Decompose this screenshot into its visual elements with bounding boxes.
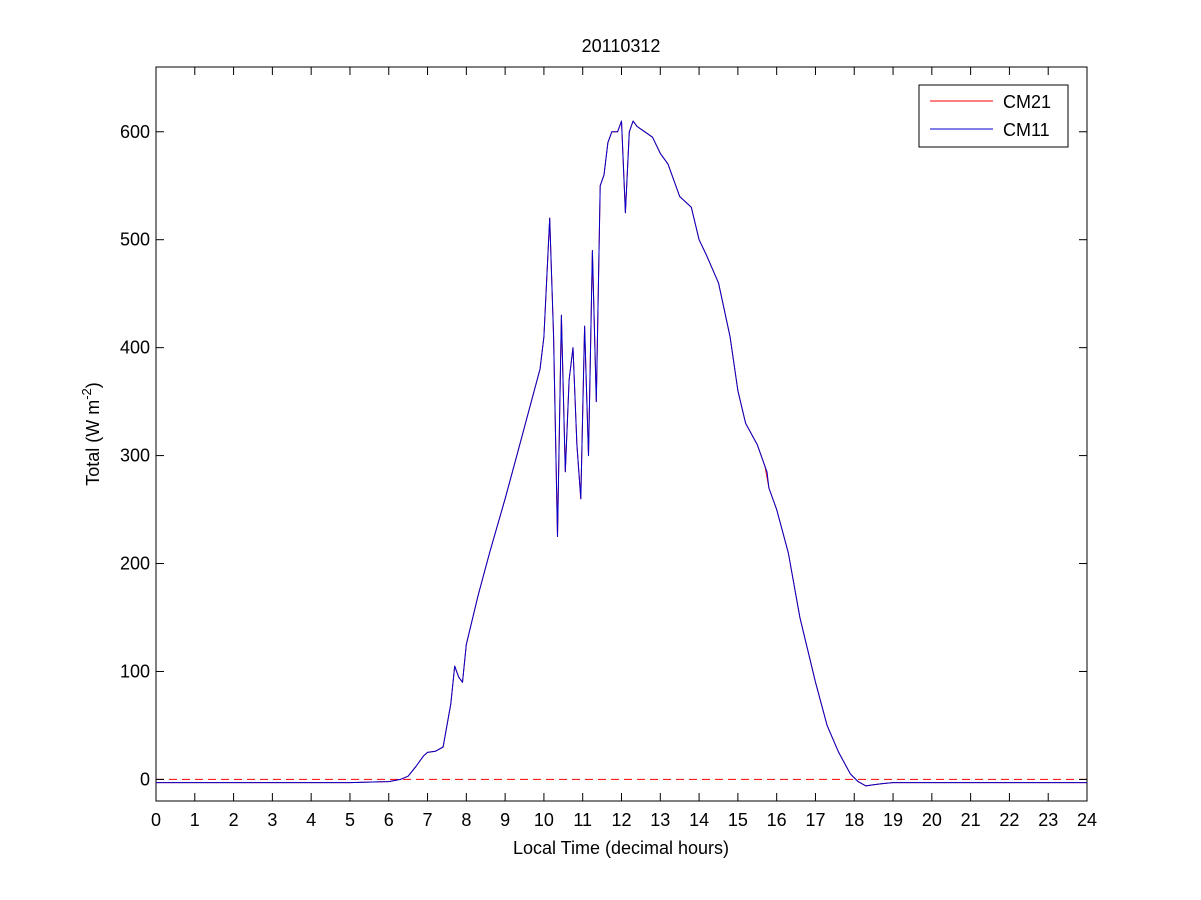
x-tick-label: 11 <box>573 810 592 830</box>
x-tick-label: 6 <box>384 810 394 830</box>
plot-area <box>155 66 1088 802</box>
x-tick-label: 18 <box>844 810 864 830</box>
x-tick-label: 9 <box>500 810 510 830</box>
y-tick-label: 100 <box>120 661 150 681</box>
x-tick-label: 7 <box>423 810 433 830</box>
x-tick-label: 4 <box>306 810 316 830</box>
x-tick-label: 13 <box>650 810 670 830</box>
y-axis-label-sup: -2 <box>79 388 94 400</box>
x-tick-label: 12 <box>611 810 631 830</box>
y-tick-label: 0 <box>140 769 150 789</box>
x-tick-label: 1 <box>190 810 200 830</box>
x-tick-label: 23 <box>1038 810 1058 830</box>
y-axis-label-tail: ) <box>83 382 103 388</box>
y-tick-label: 600 <box>120 122 150 142</box>
x-axis-label: Local Time (decimal hours) <box>513 838 729 858</box>
y-axis-label-main: Total (W m <box>83 400 103 486</box>
series-group <box>156 120 1087 787</box>
y-tick-label: 400 <box>120 338 150 358</box>
x-tick-label: 19 <box>883 810 903 830</box>
y-tick-label: 200 <box>120 554 150 574</box>
x-tick-label: 17 <box>805 810 825 830</box>
x-tick-label: 22 <box>999 810 1019 830</box>
series-line-cm11 <box>156 120 1087 787</box>
y-tick-label: 300 <box>120 446 150 466</box>
x-tick-label: 24 <box>1077 810 1097 830</box>
x-tick-label: 10 <box>534 810 554 830</box>
x-tick-label: 14 <box>689 810 709 830</box>
legend-box <box>918 84 1069 148</box>
y-axis-label: Total (W m-2) <box>79 382 103 486</box>
x-ticks: 0 1 2 3 4 5 6 7 8 9 10 11 12 13 14 15 16 17 18 19 20 21 22 23 24 <box>151 67 1097 830</box>
x-tick-label: 21 <box>961 810 981 830</box>
y-tick-label: 500 <box>120 230 150 250</box>
x-tick-label: 0 <box>151 810 161 830</box>
x-tick-label: 20 <box>922 810 942 830</box>
x-tick-label: 8 <box>461 810 471 830</box>
x-tick-label: 15 <box>728 810 748 830</box>
legend: CM21 CM11 <box>918 84 1069 148</box>
x-tick-label: 16 <box>767 810 787 830</box>
y-ticks: 0 100 200 300 400 500 600 <box>120 122 1087 789</box>
x-tick-label: 2 <box>229 810 239 830</box>
legend-label-cm21: CM21 <box>1003 92 1051 112</box>
x-tick-label: 5 <box>345 810 355 830</box>
x-tick-label: 3 <box>267 810 277 830</box>
legend-label-cm11: CM11 <box>1003 120 1050 140</box>
chart-title: 20110312 <box>582 36 661 56</box>
